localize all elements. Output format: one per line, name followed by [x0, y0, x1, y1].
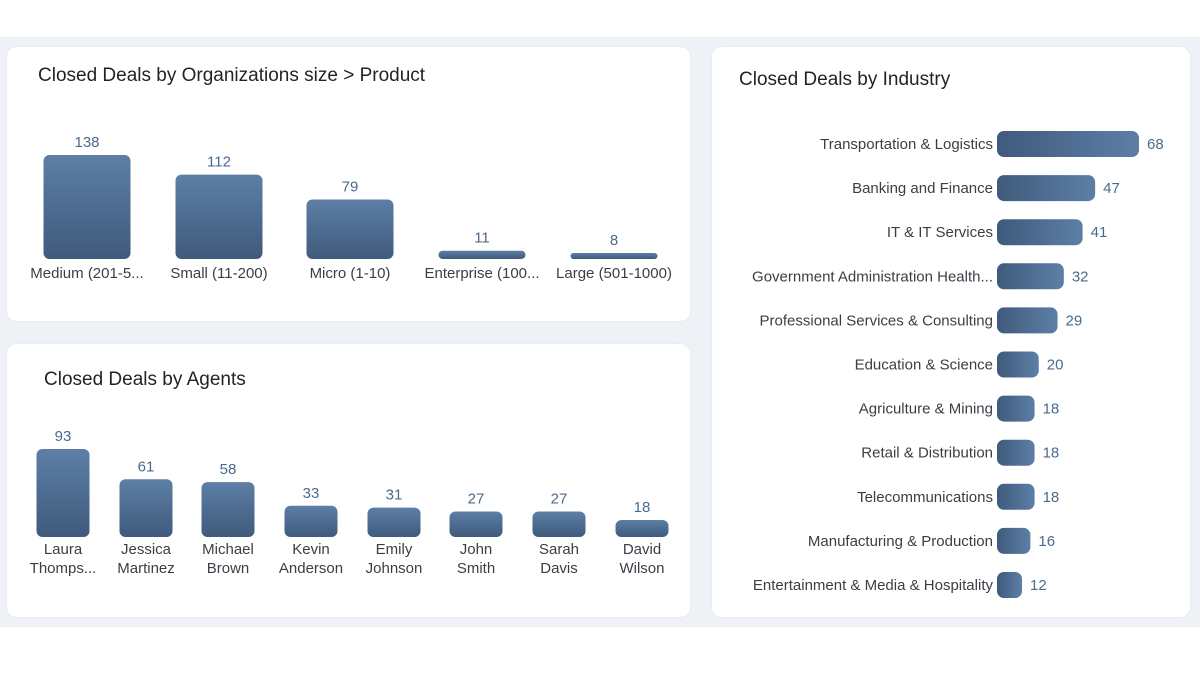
category-label: Large (501-1000) — [556, 265, 672, 282]
bar — [997, 395, 1035, 422]
data-label: 32 — [1072, 268, 1089, 285]
bar — [306, 199, 394, 259]
bar — [367, 507, 421, 537]
bar — [997, 439, 1035, 466]
category-label: Sarah — [539, 541, 579, 558]
category-label: Davis — [540, 560, 578, 577]
category-label: Education & Science — [855, 357, 993, 374]
bar — [532, 511, 586, 537]
data-label: 18 — [1043, 445, 1060, 462]
data-label: 18 — [634, 499, 651, 516]
bar — [449, 511, 503, 537]
data-label: 93 — [55, 428, 72, 445]
category-label: Kevin — [292, 541, 330, 558]
data-label: 79 — [342, 178, 359, 195]
bar — [997, 527, 1031, 554]
category-label: Anderson — [279, 560, 343, 577]
category-label: Micro (1-10) — [310, 265, 391, 282]
bar — [997, 219, 1083, 246]
bar — [570, 252, 658, 259]
data-label: 27 — [551, 490, 568, 507]
category-label: Laura — [44, 541, 83, 558]
data-label: 18 — [1043, 489, 1060, 506]
category-label: IT & IT Services — [887, 224, 993, 241]
agents-card: Closed Deals by Agents 93 Laura Thomps... 6… — [7, 344, 690, 617]
category-label: Medium (201-5... — [30, 265, 143, 282]
data-label: 20 — [1047, 357, 1064, 374]
org-size-title: Closed Deals by Organizations size > Pro… — [38, 65, 426, 86]
category-label: Brown — [207, 560, 250, 577]
bar — [43, 155, 131, 259]
bar — [201, 482, 255, 537]
bar — [997, 131, 1139, 157]
bar — [997, 175, 1096, 202]
data-label: 12 — [1030, 577, 1047, 594]
data-label: 29 — [1066, 312, 1083, 329]
data-label: 8 — [610, 232, 618, 249]
category-label: John — [460, 541, 493, 558]
org-size-card: Closed Deals by Organizations size > Pro… — [7, 47, 690, 321]
agents-chart: 93 Laura Thomps... 61 Jessica Martinez 58 Micha… — [30, 428, 669, 577]
data-label: 27 — [468, 490, 485, 507]
data-label: 112 — [207, 154, 231, 171]
category-label: Agriculture & Mining — [859, 401, 993, 418]
data-label: 11 — [474, 230, 490, 247]
data-label: 16 — [1038, 533, 1055, 550]
category-label: Emily — [376, 541, 413, 558]
category-label: Entertainment & Media & Hospitality — [753, 577, 994, 594]
bar — [997, 572, 1023, 598]
bar — [36, 449, 90, 537]
data-label: 61 — [138, 458, 155, 475]
category-label: Professional Services & Consulting — [760, 312, 993, 329]
category-label: Thomps... — [30, 560, 97, 577]
category-label: Telecommunications — [857, 489, 993, 506]
category-label: Government Administration Health... — [752, 268, 993, 285]
category-label: Banking and Finance — [852, 180, 993, 197]
category-label: Small (11-200) — [170, 265, 267, 282]
bar — [997, 483, 1035, 510]
bar — [997, 307, 1058, 334]
data-label: 31 — [386, 487, 403, 504]
bar — [997, 351, 1039, 378]
category-label: Smith — [457, 560, 495, 577]
data-label: 47 — [1103, 180, 1120, 197]
bar — [175, 174, 263, 259]
bar — [438, 250, 526, 259]
agents-title: Closed Deals by Agents — [44, 369, 246, 390]
data-label: 138 — [74, 134, 99, 151]
category-label: Martinez — [117, 560, 175, 577]
data-label: 58 — [220, 461, 237, 478]
category-label: Manufacturing & Production — [808, 533, 993, 550]
category-label: Michael — [202, 541, 254, 558]
bar — [997, 263, 1064, 290]
category-label: Jessica — [121, 541, 172, 558]
data-label: 41 — [1091, 224, 1108, 241]
category-label: Johnson — [366, 560, 423, 577]
category-label: David — [623, 541, 661, 558]
org-size-chart: 138 Medium (201-5... 112 Small (11-200) 79 Mi… — [30, 134, 672, 282]
bar — [615, 519, 669, 537]
category-label: Enterprise (100... — [424, 265, 539, 282]
industry-chart: 68 Transportation & Logistics 47 Banking an… — [752, 131, 1164, 598]
data-label: 18 — [1043, 401, 1060, 418]
bar — [284, 505, 338, 537]
category-label: Retail & Distribution — [861, 445, 993, 462]
data-label: 33 — [303, 485, 320, 502]
category-label: Transportation & Logistics — [820, 136, 993, 153]
category-label: Wilson — [619, 560, 664, 577]
data-label: 68 — [1147, 136, 1164, 153]
industry-card: Closed Deals by Industry 68 Transportatio… — [712, 47, 1190, 617]
bar — [119, 479, 173, 537]
industry-title: Closed Deals by Industry — [739, 69, 951, 90]
